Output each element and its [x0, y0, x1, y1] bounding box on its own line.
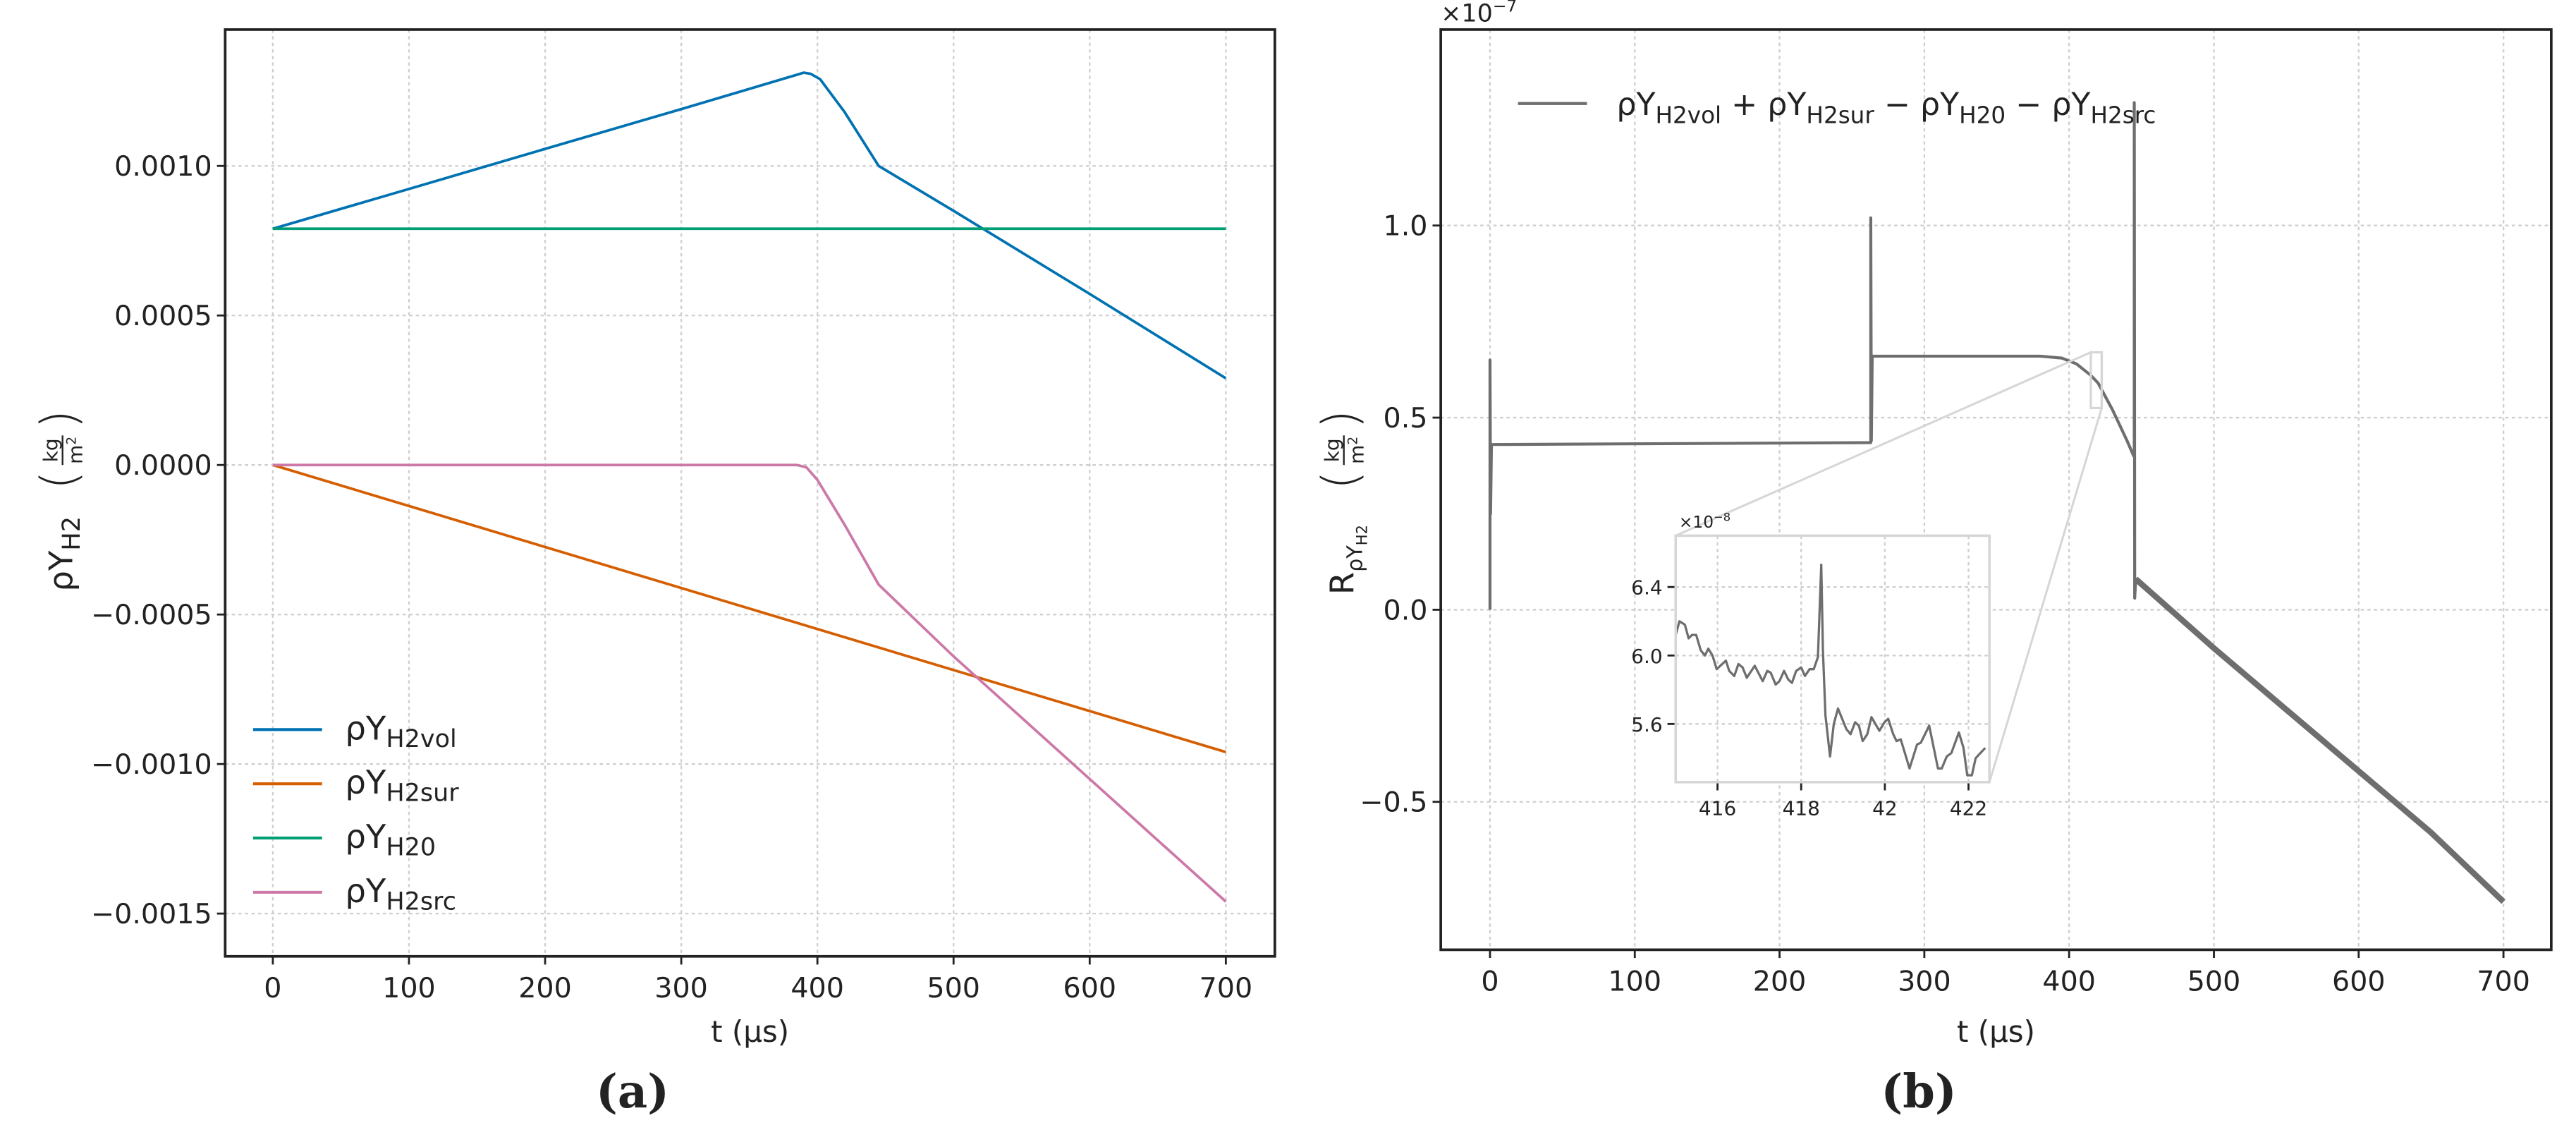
x-tick-label: 600	[2332, 966, 2386, 998]
inset-y-multiplier: ×10−8	[1679, 510, 1730, 531]
legend-label: ρYH20	[345, 818, 436, 861]
unit-numerator: kg	[1321, 438, 1344, 462]
label-main: ρY	[345, 763, 386, 801]
panel-a-caption: (a)	[596, 1065, 669, 1119]
y-tick-label: 0.5	[1384, 402, 1428, 435]
y-tick-label: 6.0	[1631, 645, 1662, 668]
series-line-h2sur	[272, 463, 1226, 753]
label-main: ρY	[42, 550, 80, 592]
series-line-h2vol	[272, 71, 1227, 379]
inset-frame	[1674, 534, 1991, 784]
x-tick-label: 42	[1872, 796, 1898, 820]
x-tick-label: 300	[1898, 966, 1951, 998]
unit-denominator: m2	[64, 437, 87, 464]
y-axis-label-text: RρYH2	[1324, 525, 1371, 595]
x-axis-label: t (μs)	[1957, 1014, 2035, 1049]
x-tick-label: 400	[790, 972, 844, 1004]
unit-denominator: m2	[1345, 437, 1369, 464]
paren-open: (	[1312, 470, 1369, 490]
y-tick-label: 0.0000	[114, 449, 212, 482]
y-axis-label: ρYH2 ( kg m2)	[30, 410, 87, 592]
inset-chart: 416 418 42 422 5.6 6.0 6.4 ×10−8	[1631, 510, 1991, 820]
plot-frame	[1439, 28, 2553, 952]
inset-background	[1675, 535, 1990, 782]
y-axis-label: RρYH2 ( kg m2)	[1312, 410, 1370, 595]
label-main: ρY	[345, 872, 386, 910]
y-axis-label-text: ρYH2	[42, 516, 86, 592]
y-tick-label: 0.0005	[114, 300, 212, 332]
zoom-connector-line	[1988, 408, 2103, 783]
panel-b-caption: (b)	[1881, 1065, 1956, 1119]
x-tick-label: 400	[2042, 966, 2096, 998]
x-tick-label: 600	[1063, 972, 1117, 1004]
x-tick-label: 0	[1481, 966, 1498, 998]
x-tick-label: 418	[1783, 796, 1820, 820]
y-tick-label: −0.0005	[91, 599, 212, 631]
y-tick-label: −0.0015	[91, 898, 212, 930]
x-axis-label: t (μs)	[711, 1014, 789, 1049]
x-tick-label: 422	[1950, 796, 1987, 820]
x-tick-label: 200	[518, 972, 572, 1004]
x-tick-label: 100	[382, 972, 436, 1004]
paren-close: )	[1312, 410, 1369, 429]
x-tick-label: 416	[1699, 796, 1736, 820]
label-main: ρY	[345, 818, 386, 856]
zoom-region-box	[2089, 351, 2104, 410]
panel-a-chart: 0 100 200 300 400 500 600 700 −0.0015 −0.0010 −0.0…	[30, 28, 1276, 1049]
label-subscript: H2sur	[386, 779, 459, 808]
x-tick-label: 100	[1608, 966, 1661, 998]
legend: ρYH2vol + ρYH2sur − ρYH20 − ρYH2src	[1518, 87, 2156, 129]
label-subscript: H20	[386, 834, 436, 862]
y-tick-label: −0.0010	[91, 748, 212, 781]
panel-b-chart: 0 100 200 300 400 500 600 700 −0.5 0.0 0.5 1.0 ×10−7…	[1312, 0, 2553, 1049]
x-tick-label: 500	[927, 972, 980, 1004]
label-main: ρY	[345, 709, 386, 747]
series-line-h2src	[272, 463, 1227, 903]
label-subscript: H2vol	[386, 725, 456, 753]
y-tick-label: 6.4	[1631, 576, 1662, 600]
x-tick-label: 500	[2187, 966, 2241, 998]
zoom-connector-line	[1675, 351, 2092, 537]
label-subscript: H2	[58, 516, 86, 551]
series-line-residual-oscillation-band	[2133, 576, 2506, 904]
legend-label: ρYH2vol + ρYH2sur − ρYH20 − ρYH2src	[1616, 87, 2156, 129]
label-subscript: H2src	[386, 887, 456, 916]
x-tick-label: 700	[2477, 966, 2530, 998]
legend-label: ρYH2sur	[345, 763, 459, 807]
paren-open: (	[30, 470, 87, 490]
y-tick-label: 5.6	[1631, 713, 1662, 736]
legend-label: ρYH2src	[345, 872, 456, 916]
y-tick-label: 0.0010	[114, 150, 212, 183]
y-tick-label: −0.5	[1360, 786, 1427, 819]
y-tick-label: 1.0	[1384, 210, 1428, 243]
y-tick-label: 0.0	[1384, 594, 1428, 626]
x-tick-label: 200	[1753, 966, 1807, 998]
y-multiplier: ×10−7	[1441, 0, 1517, 28]
paren-close: )	[30, 410, 87, 429]
x-tick-label: 700	[1200, 972, 1253, 1004]
legend-label: ρYH2vol	[345, 709, 456, 753]
x-tick-label: 300	[654, 972, 708, 1004]
inset-series-line	[1674, 564, 1986, 777]
unit-numerator: kg	[39, 438, 63, 462]
x-tick-label: 0	[264, 972, 281, 1004]
plot-frame	[224, 28, 1276, 958]
